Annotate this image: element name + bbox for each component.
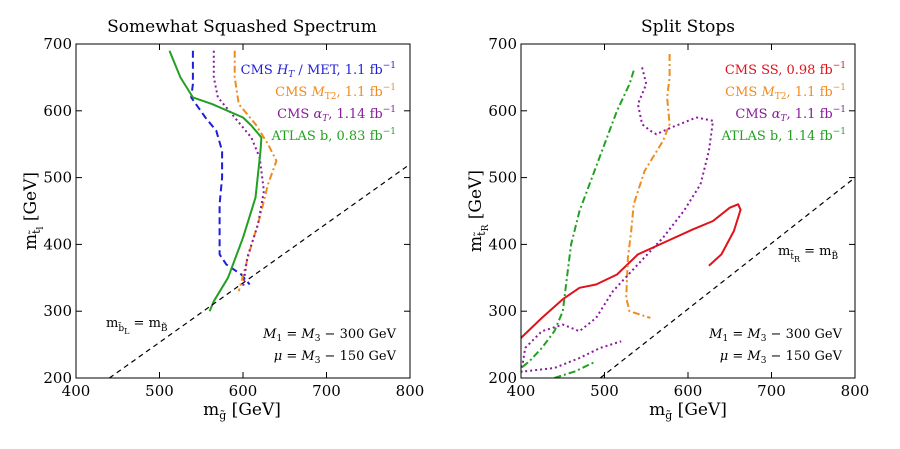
legend-entry-cms-alphat-right: CMS αT, 1.1 fb−1: [735, 105, 846, 124]
series-line-cms-alphat-lower: [525, 340, 622, 373]
series-line-cms-mt2: [625, 54, 671, 319]
series-line-atlas-b: [168, 50, 263, 312]
y-axis-label-right: mt̃R [GeV]: [466, 170, 491, 252]
plot-area-left: [109, 50, 410, 378]
x-tick-label: 600: [229, 382, 258, 400]
chart-title-right: Split Stops: [641, 17, 735, 37]
series-line-diag: [599, 177, 855, 378]
axis-ticks-left: 400 500 600 700 800 200 300 400 500 600 700: [43, 35, 424, 400]
series-line-cms-alphat: [521, 67, 714, 375]
y-tick-label: 300: [43, 302, 72, 320]
x-tick-label: 700: [757, 382, 786, 400]
legend-entry-cms-alphat: CMS αT, 1.14 fb−1: [277, 105, 396, 124]
y-tick-label: 700: [43, 35, 72, 53]
x-tick-label: 800: [396, 382, 425, 400]
x-axis-label-right: mg̃ [GeV]: [649, 400, 727, 422]
legend-entry-cms-mt2-right: CMS MT2, 1.1 fb−1: [725, 83, 846, 102]
x-tick-label: 500: [590, 382, 619, 400]
y-tick-label: 300: [488, 302, 517, 320]
plot-area-right: [521, 54, 855, 378]
x-tick-label: 400: [507, 382, 536, 400]
y-tick-label: 600: [43, 102, 72, 120]
annotation-mu-left: μ = M3 − 150 GeV: [274, 349, 397, 366]
y-tick-label: 200: [43, 369, 72, 387]
y-axis-label-left: mt̃l [GeV]: [21, 172, 46, 250]
panel-right: Split Stops 400 500 600 700 800 200 300 400 500 6…: [466, 17, 869, 422]
series-line-cms-ht-met: [190, 50, 251, 286]
legend-entry-cms-mt2: CMS MT2, 1.1 fb−1: [275, 83, 396, 102]
chart-title-left: Somewhat Squashed Spectrum: [107, 17, 377, 37]
x-tick-label: 700: [312, 382, 341, 400]
series-line-diag: [109, 163, 410, 378]
y-tick-label: 600: [488, 102, 517, 120]
series-line-atlas-b: [521, 70, 635, 369]
axis-ticks-right: 400 500 600 700 800 200 300 400 500 600 700: [488, 35, 869, 400]
diagonal-label-left: mb̃L = mB̃: [106, 316, 168, 336]
y-tick-label: 400: [43, 235, 72, 253]
x-tick-label: 500: [145, 382, 174, 400]
legend-entry-atlas-b-right: ATLAS b, 1.14 fb−1: [721, 127, 847, 144]
annotation-m1-left: M1 = M3 − 300 GeV: [262, 327, 396, 344]
legend-entry-atlas-b: ATLAS b, 0.83 fb−1: [271, 127, 397, 144]
series-line-atlas-b-lower: [554, 360, 597, 378]
y-tick-label: 200: [488, 369, 517, 387]
legend-entry-cms-ht-met: CMS HT / MET, 1.1 fb−1: [241, 61, 396, 80]
x-tick-label: 800: [841, 382, 870, 400]
annotation-m1-right: M1 = M3 − 300 GeV: [708, 327, 842, 344]
series-line-cms-ss: [521, 203, 742, 339]
series-line-cms-mt2: [233, 50, 278, 292]
y-tick-label: 400: [488, 235, 517, 253]
x-axis-label-left: mg̃ [GeV]: [203, 400, 281, 422]
legend-entry-cms-ss: CMS SS, 0.98 fb−1: [725, 61, 846, 78]
series-line-cms-alphat: [212, 50, 265, 288]
y-tick-label: 500: [488, 169, 517, 187]
panel-left: Somewhat Squashed Spectrum 400 500 600 700 8…: [21, 17, 424, 422]
x-tick-label: 600: [674, 382, 703, 400]
annotation-mu-right: μ = M3 − 150 GeV: [720, 349, 843, 366]
x-tick-label: 400: [62, 382, 91, 400]
y-tick-label: 500: [43, 169, 72, 187]
diagonal-label-right: mt̃R = mB̃: [778, 244, 838, 264]
y-tick-label: 700: [488, 35, 517, 53]
